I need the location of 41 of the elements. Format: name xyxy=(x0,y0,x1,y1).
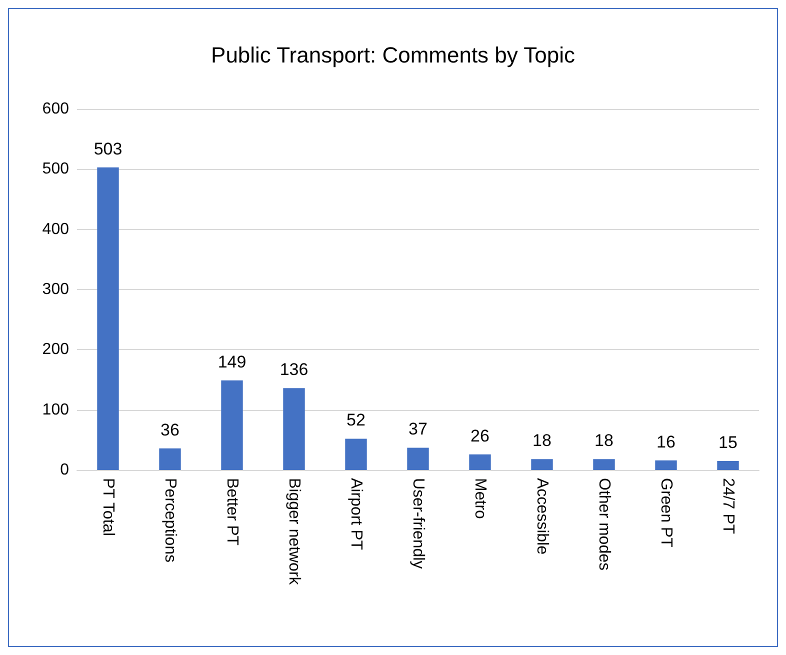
bar xyxy=(97,167,119,470)
y-tick-label: 600 xyxy=(42,100,70,118)
y-tick-label: 500 xyxy=(42,160,70,178)
data-label: 18 xyxy=(594,431,614,450)
x-tick-label: Better PT xyxy=(224,478,240,546)
x-tick-label: Airport PT xyxy=(348,478,364,550)
x-tick-label: User-friendly xyxy=(410,478,426,569)
data-label: 26 xyxy=(470,426,490,446)
bar xyxy=(159,448,181,470)
bar xyxy=(221,380,243,470)
bar xyxy=(283,388,305,470)
bar xyxy=(655,460,677,470)
data-label: 149 xyxy=(218,352,246,372)
x-tick-label: 24/7 PT xyxy=(720,478,736,534)
bar xyxy=(593,459,615,470)
data-label: 36 xyxy=(160,420,180,440)
bar xyxy=(531,459,553,470)
bar xyxy=(717,460,739,470)
data-label: 16 xyxy=(656,432,676,452)
data-label: 503 xyxy=(94,139,122,158)
y-tick-label: 200 xyxy=(42,341,70,358)
x-tick-label: Metro xyxy=(472,478,488,519)
x-tick-label: Bigger network xyxy=(286,478,302,586)
y-tick-label: 400 xyxy=(42,220,70,238)
bar xyxy=(407,448,429,470)
x-tick-label: Green PT xyxy=(658,478,674,548)
x-tick-label: PT Total xyxy=(100,478,116,536)
data-label: 136 xyxy=(280,360,308,380)
chart-title: Public Transport: Comments by Topic xyxy=(211,42,575,68)
y-tick-label: 100 xyxy=(42,401,70,418)
bar xyxy=(345,438,367,470)
data-label: 18 xyxy=(532,431,552,450)
data-label: 52 xyxy=(346,410,366,430)
x-tick-label: Perceptions xyxy=(162,478,178,562)
bar xyxy=(469,454,491,470)
data-label: 37 xyxy=(408,420,428,439)
data-label: 15 xyxy=(718,432,738,452)
y-tick-label: 0 xyxy=(60,462,70,478)
y-tick-label: 300 xyxy=(42,281,70,298)
x-tick-label: Other modes xyxy=(596,478,612,570)
x-tick-label: Accessible xyxy=(534,478,550,555)
